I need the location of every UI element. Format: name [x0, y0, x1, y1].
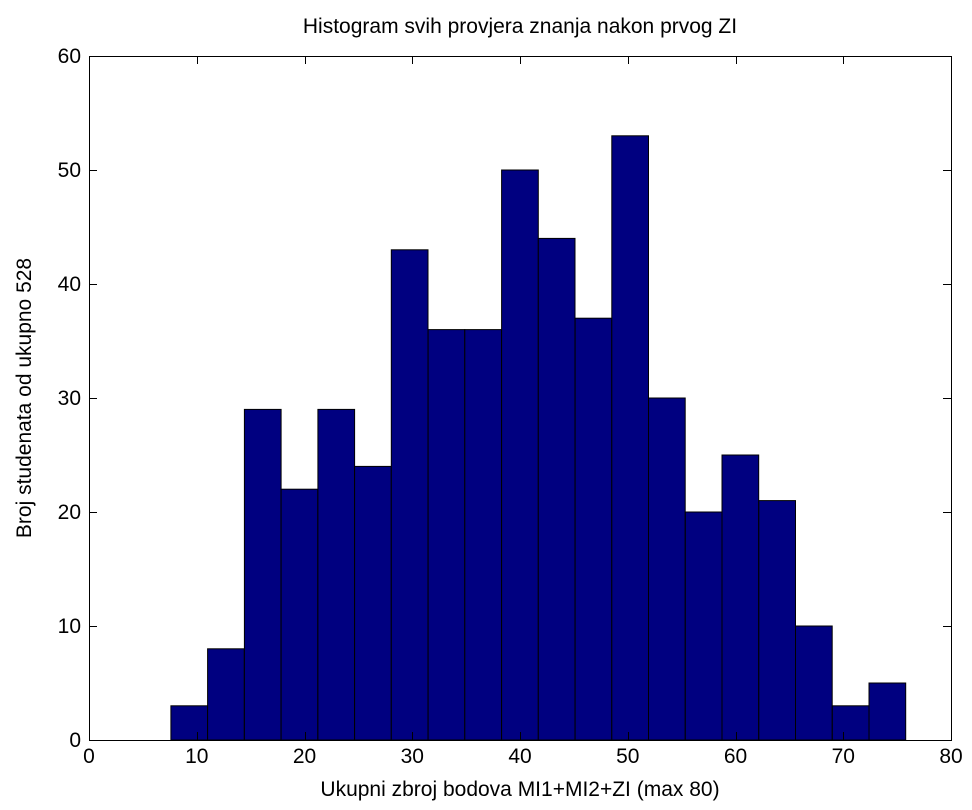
- histogram-bar: [501, 169, 539, 741]
- x-tick-label: 0: [83, 745, 95, 768]
- histogram-bar: [868, 682, 907, 741]
- x-tick-label: 50: [616, 745, 639, 768]
- histogram-bar: [317, 408, 356, 741]
- histogram-bar: [721, 454, 760, 741]
- histogram-bar: [758, 500, 796, 741]
- chart-title: Histogram svih provjera znanja nakon prv…: [303, 15, 737, 38]
- histogram-bar: [611, 135, 649, 741]
- x-tick-label: 70: [832, 745, 855, 768]
- y-axis-label: Broj studenata od ukupno 528: [13, 258, 36, 538]
- y-tick-label: 60: [58, 45, 81, 68]
- x-tick-label: 30: [401, 745, 424, 768]
- y-tick-label: 30: [58, 387, 81, 410]
- histogram-bar: [648, 397, 686, 741]
- histogram-bar: [170, 705, 209, 741]
- histogram-bar: [427, 329, 466, 741]
- histogram-bar: [537, 237, 576, 741]
- histogram-bar: [243, 408, 282, 741]
- x-tick-label: 60: [724, 745, 747, 768]
- bars-group: [170, 135, 907, 741]
- y-tick-label: 10: [58, 615, 81, 638]
- x-tick-label: 40: [508, 745, 531, 768]
- histogram-bar: [464, 329, 502, 741]
- histogram-bar: [795, 625, 833, 741]
- x-axis-label: Ukupni zbroj bodova MI1+MI2+ZI (max 80): [320, 778, 719, 801]
- histogram-bar: [207, 648, 245, 741]
- histogram-bar: [280, 488, 319, 741]
- y-tick-label: 0: [69, 729, 81, 752]
- histogram-bar: [354, 465, 392, 741]
- y-tick-label: 20: [58, 501, 81, 524]
- histogram-bar: [390, 249, 429, 741]
- y-tick-label: 40: [58, 273, 81, 296]
- ticks-group: 0 10 20 30 40 50 60 70 80 0 10 20 30 40 50 60: [58, 45, 963, 768]
- histogram-bar: [574, 317, 613, 741]
- histogram-bar: [831, 705, 870, 741]
- y-tick-label: 50: [58, 159, 81, 182]
- x-tick-label: 80: [939, 745, 962, 768]
- x-tick-label: 20: [293, 745, 316, 768]
- x-tick-label: 10: [185, 745, 208, 768]
- histogram-bar: [684, 511, 723, 741]
